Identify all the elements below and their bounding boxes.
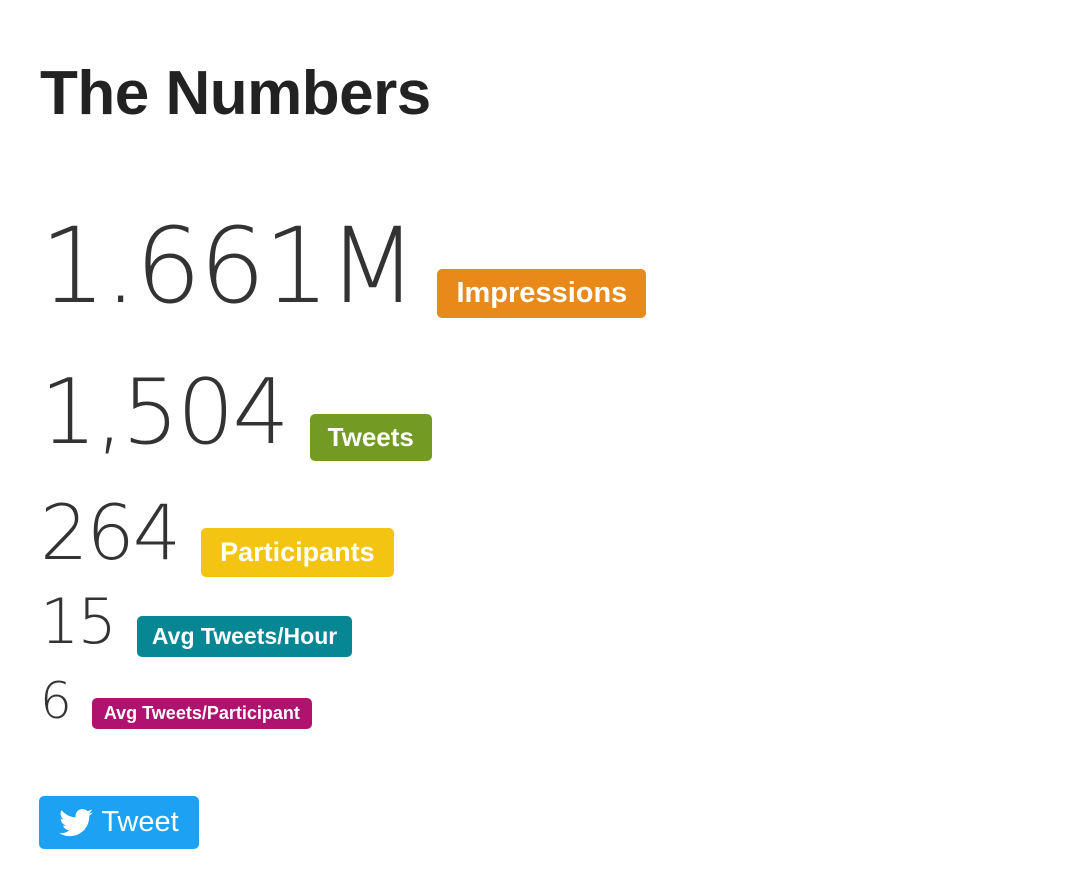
twitter-icon xyxy=(59,808,94,836)
stat: 1.661M Impressions xyxy=(40,205,647,327)
stat-value: 1,504 xyxy=(40,360,290,465)
title: The Numbers xyxy=(40,59,431,128)
stat: 6 Avg Tweets/Participant xyxy=(40,672,312,730)
stat-value: 6 xyxy=(40,672,72,730)
stat-label: Participants xyxy=(201,528,394,577)
stat-value: 1.661M xyxy=(40,205,417,327)
stat: 264 Participants xyxy=(40,488,394,577)
stat: 1,504 Tweets xyxy=(40,360,432,465)
tweet-button[interactable]: Tweet xyxy=(39,796,199,849)
stat-label: Avg Tweets/Hour xyxy=(136,616,353,657)
stat-label: Tweets xyxy=(309,414,432,461)
stat-label: Impressions xyxy=(437,269,647,318)
tweet-label: Tweet xyxy=(101,806,179,838)
stat-value: 15 xyxy=(40,585,117,658)
stat: 15 Avg Tweets/Hour xyxy=(40,585,353,658)
stat-label: Avg Tweets/Participant xyxy=(91,698,312,729)
stat-value: 264 xyxy=(40,488,181,577)
